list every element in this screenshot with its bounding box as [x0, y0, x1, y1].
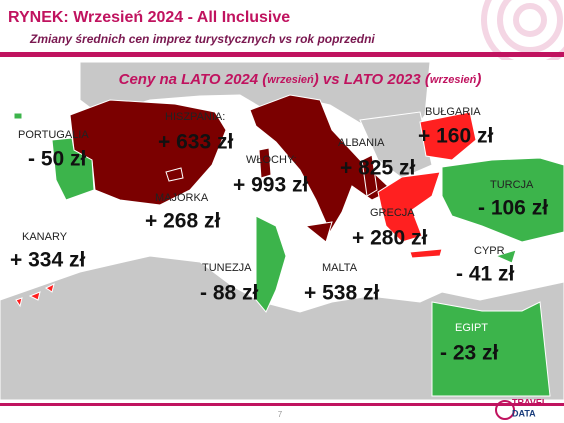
- price-change: + 334 zł: [10, 249, 85, 272]
- price-change: - 41 zł: [456, 263, 515, 286]
- price-change: + 993 zł: [233, 174, 308, 197]
- price-change: - 88 zł: [200, 282, 259, 305]
- country-name: CYPR: [474, 245, 505, 257]
- bottom-rule: [0, 403, 564, 406]
- country-name: GRECJA: [370, 207, 415, 219]
- logo-text: DATA: [512, 408, 536, 418]
- country-name: MALTA: [322, 262, 358, 274]
- price-change: + 538 zł: [304, 282, 379, 305]
- price-change: - 23 zł: [440, 342, 499, 365]
- price-change: - 50 zł: [28, 148, 87, 171]
- price-change: + 280 zł: [352, 227, 427, 250]
- price-change: + 825 zł: [340, 157, 415, 180]
- price-change: + 633 zł: [158, 131, 233, 154]
- country-name: TURCJA: [490, 179, 534, 191]
- price-change: - 106 zł: [478, 197, 548, 220]
- country-name: TUNEZJA: [202, 262, 252, 274]
- map-heading: Ceny na LATO 2024 (wrzesień) vs LATO 202…: [119, 71, 482, 88]
- country-name: ALBANIA: [338, 137, 385, 149]
- country-name: HISZPANIA:: [165, 111, 225, 123]
- countries: [13, 94, 564, 397]
- logo-mark: [495, 400, 515, 420]
- country-name: KANARY: [22, 231, 68, 243]
- country-name: MAJORKA: [155, 192, 209, 204]
- price-change: + 268 zł: [145, 210, 220, 233]
- country-name: EGIPT: [455, 322, 488, 334]
- top-rule: [0, 52, 564, 57]
- subtitle: Zmiany średnich cen imprez turystycznych…: [29, 32, 375, 46]
- country-name: WŁOCHY:: [246, 154, 297, 166]
- country-name: PORTUGALIA: [18, 129, 89, 141]
- price-change: + 160 zł: [418, 125, 493, 148]
- logo-text: TRAVEL: [512, 397, 548, 407]
- title: RYNEK: Wrzesień 2024 - All Inclusive: [8, 9, 290, 26]
- country-name: BUŁGARIA: [425, 106, 481, 118]
- page-number: 7: [278, 410, 283, 419]
